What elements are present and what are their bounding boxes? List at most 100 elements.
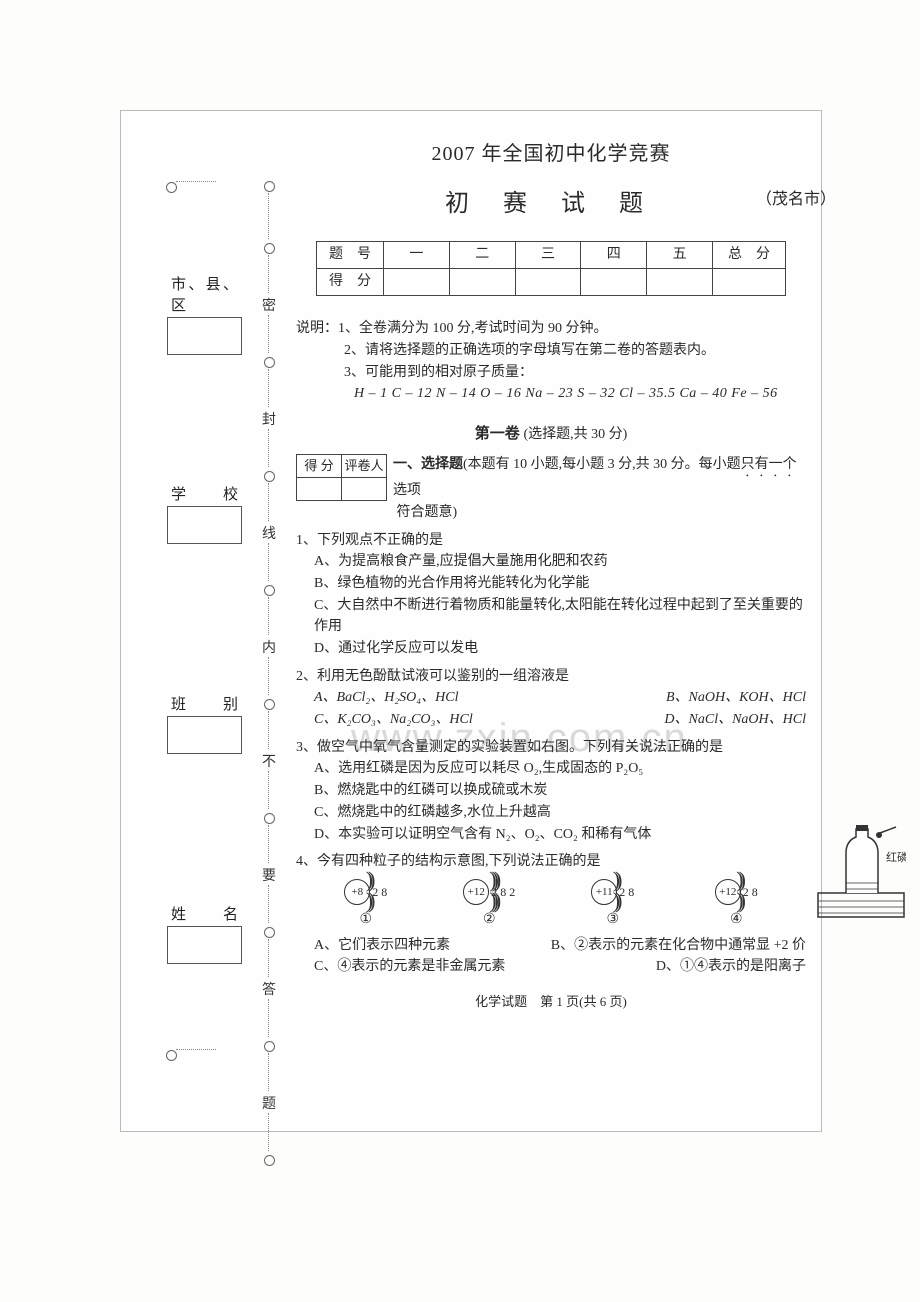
info-cell[interactable] [167,507,242,544]
info-box-name: 姓 名 [167,901,242,964]
instruction-line: 说明：1、全卷满分为 100 分,考试时间为 90 分钟。 [296,321,608,336]
bind-dots [268,711,269,749]
shell-values: 2 8 [372,883,387,902]
grade-cell[interactable] [297,478,342,501]
underdot: 只有一个 [741,457,797,472]
handwritten-note: （茂名市） [756,188,836,213]
page: www.zxin.com.cn 密 封 线 内 [0,0,920,1302]
q-option: D、本实验可以证明空气含有 N₂、O₂、CO₂ 和稀有气体 [296,824,806,846]
shell-arcs-icon: )) [366,899,371,909]
page-footer: 化学试题 第 1 页(共 6 页) [296,992,806,1012]
question-2: 2、利用无色酚酞试液可以鉴别的一组溶液是 A、BaCl₂、H₂SO₄、HCl B… [296,666,806,731]
bind-dots [268,315,269,353]
row-label: 题 号 [317,242,384,269]
mc-header-lead: 一、选择题 [393,457,463,472]
shell-arcs-icon: ))) [489,899,496,909]
atom-diagram: )) +122 8 )) [706,879,766,905]
grade-box: 得 分 评卷人 [296,454,387,501]
punch-hole-icon [166,182,177,193]
seal-char: 封 [262,409,276,429]
bind-circle-icon [264,585,275,596]
shell-values: 2 8 [619,883,634,902]
bind-dots [268,597,269,635]
bind-circle-icon [264,699,275,710]
binding-column: 密 封 线 内 不 要 答 [256,261,281,1181]
scan-area: www.zxin.com.cn 密 封 线 内 [120,110,822,1132]
col-header: 四 [581,242,647,269]
atom-diagram: ))) +122 8 2 ))) [459,879,519,905]
q-option: D、NaCl、NaOH、HCl [664,709,806,731]
seal-char: 要 [262,865,276,885]
score-cell[interactable] [449,269,515,296]
bind-dots [268,1113,269,1151]
q-stem: 2、利用无色酚酞试液可以鉴别的一组溶液是 [296,669,569,684]
bind-circle-icon [264,927,275,938]
score-cell[interactable] [713,269,786,296]
info-label: 姓 名 [167,901,242,927]
bind-circle-icon [264,1041,275,1052]
q-option: C、大自然中不断进行着物质和能量转化,太阳能在转化过程中起到了至关重要的作用 [296,595,806,638]
info-cell[interactable] [167,318,242,355]
shell-values: 2 8 [743,883,758,902]
shell-arcs-icon: )) [613,899,618,909]
table-row: 得 分 [317,269,786,296]
q-option: B、燃烧匙中的红磷可以换成硫或木炭 [296,780,806,802]
punch-hole-icon [166,1050,177,1061]
info-cell[interactable] [167,717,242,754]
q-option: C、燃烧匙中的红磷越多,水位上升越高 [296,802,806,824]
question-4: 4、今有四种粒子的结构示意图,下列说法正确的是 )) +82 8 )) ))) … [296,851,806,978]
bind-circle-icon [264,357,275,368]
q-stem: 3、做空气中氧气含量测定的实验装置如右图。下列有关说法正确的是 [296,740,723,755]
bind-dots [268,885,269,923]
shell-arcs-icon: ))) [489,875,496,885]
score-cell[interactable] [647,269,713,296]
score-cell[interactable] [515,269,581,296]
bind-circle-icon [264,181,275,192]
info-cell[interactable] [167,927,242,964]
atom-diagram: )) +112 8 )) [583,879,643,905]
bind-dots [268,543,269,581]
q-option: A、选用红磷是因为反应可以耗尽 O₂,生成固态的 P₂O₅ [296,758,806,780]
q-option: D、①④表示的是阳离子 [656,956,806,978]
col-header: 五 [647,242,713,269]
q-option: B、②表示的元素在化合物中通常显 +2 价 [551,935,806,957]
col-header: 二 [449,242,515,269]
bind-dots [268,483,269,521]
info-box-school: 学 校 [167,481,242,544]
grade-cell[interactable] [342,478,387,501]
info-label: 班 别 [167,691,242,717]
q-option: D、通过化学反应可以发电 [296,638,806,660]
seal-char: 内 [262,637,276,657]
subtitle-text: 初 赛 试 题 [445,191,657,217]
bind-dots [268,193,269,239]
bind-dots [268,1053,269,1091]
col-header: 总 分 [713,242,786,269]
atom-numbers: ① ② ③ ④ [296,907,806,935]
punch-line-top [176,181,216,182]
bind-circle-icon [264,471,275,482]
bind-dots [268,429,269,467]
bind-dots [268,999,269,1037]
shell-arcs-icon: )) [613,875,618,885]
punch-line-bottom [176,1049,216,1050]
grade-label: 评卷人 [342,455,387,478]
question-1: 1、下列观点不正确的是 A、为提高粮食产量,应提倡大量施用化肥和农药 B、绿色植… [296,530,806,660]
info-label: 市、县、区 [167,271,242,318]
score-cell[interactable] [581,269,647,296]
bind-dots [268,255,269,293]
shell-arcs-icon: )) [736,899,741,909]
instruction-line: 3、可能用到的相对原子质量： [296,362,806,384]
bind-dots [268,657,269,695]
q-option: A、为提高粮食产量,应提倡大量施用化肥和农药 [296,551,806,573]
section-bold: 第一卷 [475,426,520,442]
atom-diagram: )) +82 8 )) [336,879,396,905]
info-box-class: 班 别 [167,691,242,754]
q-option: A、BaCl₂、H₂SO₄、HCl [314,687,666,709]
bind-dots [268,939,269,977]
grade-label: 得 分 [297,455,342,478]
seal-char: 密 [262,295,276,315]
info-box-district: 市、县、区 [167,271,242,355]
atomic-masses: H – 1 C – 12 N – 14 O – 16 Na – 23 S – 3… [296,383,806,405]
bind-circle-icon [264,813,275,824]
score-cell[interactable] [384,269,450,296]
